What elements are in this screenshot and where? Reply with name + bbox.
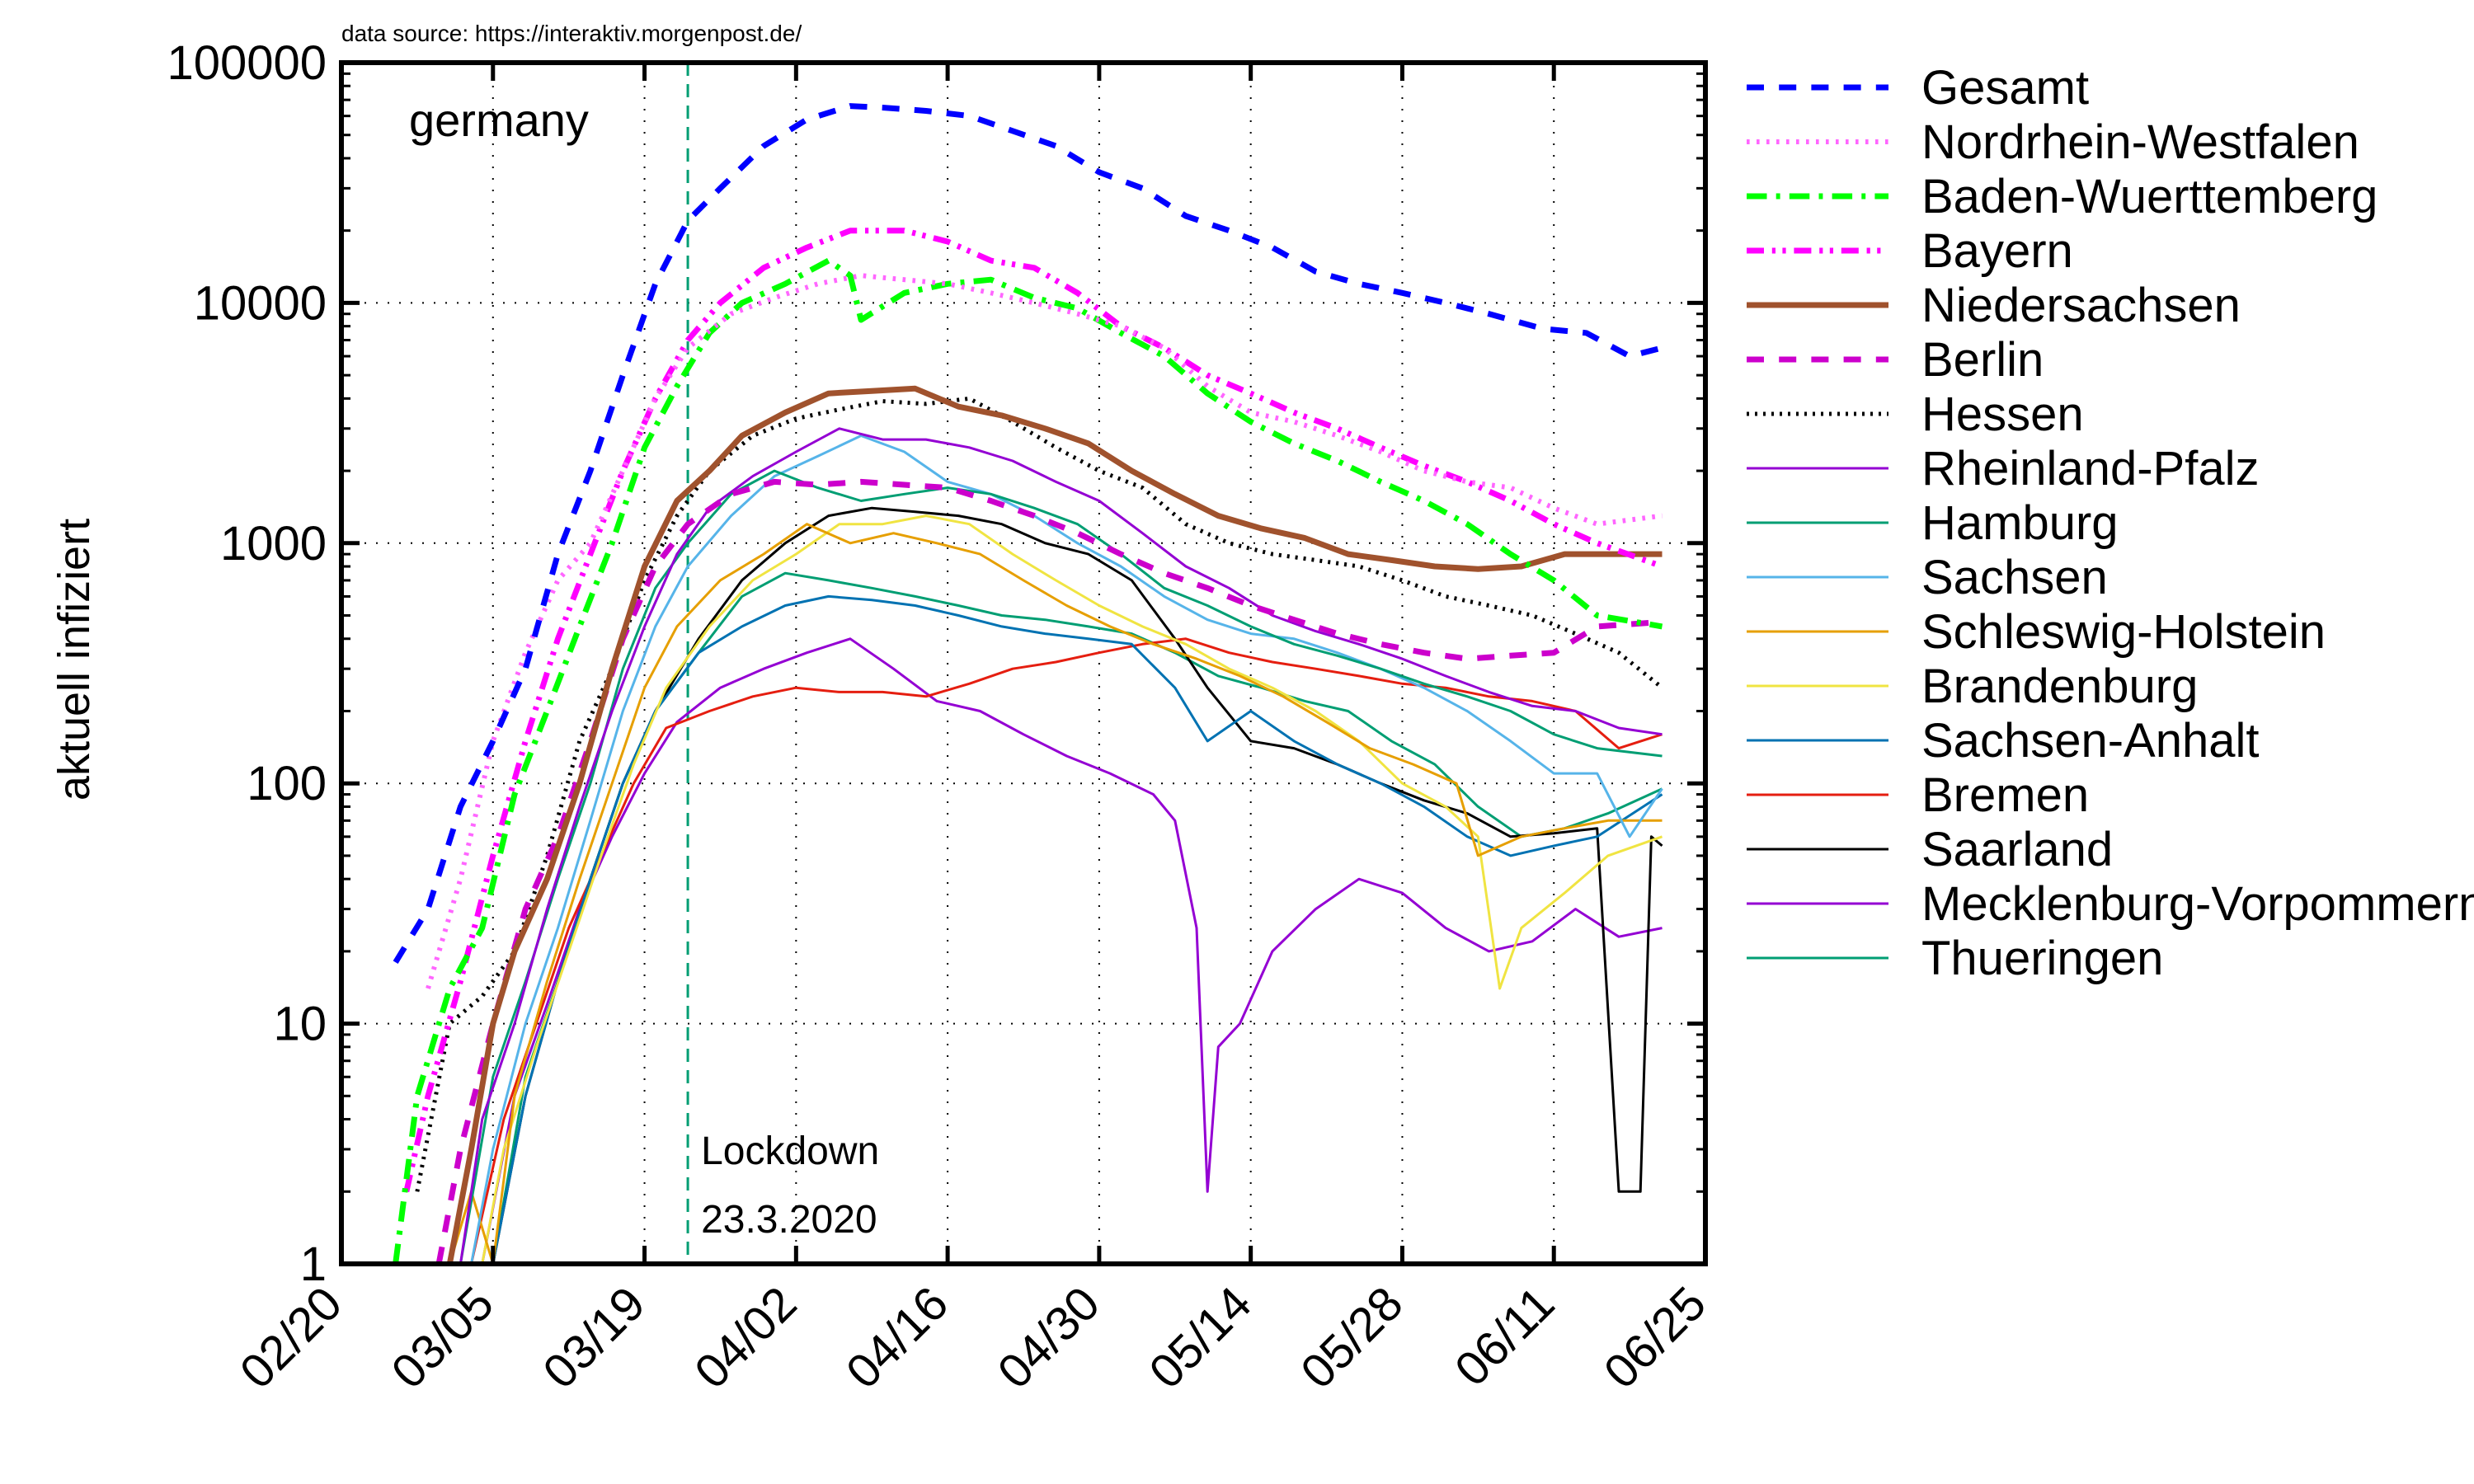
series-line-mecklenburg-vorpommern (481, 637, 1663, 1264)
series-line-berlin (435, 478, 1663, 1264)
series-line-rheinland-pfalz (459, 427, 1663, 1264)
data-source-note: data source: https://interaktiv.morgenpo… (341, 21, 802, 46)
series-line-bremen (470, 637, 1663, 1264)
region-label: germany (409, 94, 589, 146)
plot-frame (339, 60, 1708, 1266)
series-line-hamburg (459, 469, 1663, 1264)
legend-label: Gesamt (1921, 61, 2089, 115)
series-lines (393, 103, 1664, 1264)
grid (341, 63, 1705, 1264)
legend-label: Thueringen (1921, 932, 2163, 985)
series-line-bayern (403, 228, 1663, 1193)
series-line-sachsen-anhalt (492, 594, 1663, 1264)
series-line-schleswig-holstein (448, 523, 1663, 1264)
y-tick-label: 10000 (194, 276, 327, 330)
legend: GesamtNordrhein-WestfalenBaden-Wuerttemb… (1747, 61, 2474, 985)
legend-label: Sachsen (1921, 551, 2108, 604)
y-tick-label: 10 (273, 998, 327, 1051)
lockdown-annotation: Lockdown 23.3.2020 (686, 63, 879, 1264)
lockdown-label: Lockdown (701, 1129, 879, 1173)
series-line-gesamt (393, 103, 1663, 965)
y-tick-label: 1000 (220, 517, 327, 571)
legend-label: Baden-Wuerttemberg (1921, 170, 2378, 223)
series-line-brandenburg (481, 514, 1663, 1264)
legend-label: Sachsen-Anhalt (1921, 714, 2259, 768)
series-line-nordrhein-westfalen (426, 273, 1663, 989)
y-tick-label: 100000 (167, 36, 327, 90)
legend-label: Saarland (1921, 823, 2113, 876)
series-line-niedersachsen (446, 385, 1663, 1264)
legend-label: Rheinland-Pfalz (1921, 442, 2259, 495)
y-tick-label: 100 (247, 757, 327, 810)
legend-label: Hessen (1921, 387, 2084, 441)
legend-label: Berlin (1921, 333, 2044, 387)
y-tick-label: 1 (300, 1237, 327, 1291)
legend-label: Bremen (1921, 768, 2089, 822)
legend-label: Nordrhein-Westfalen (1921, 115, 2359, 169)
legend-label: Mecklenburg-Vorpommern (1921, 877, 2474, 931)
legend-label: Hamburg (1921, 496, 2119, 550)
lockdown-date-label: 23.3.2020 (701, 1198, 877, 1242)
y-axis-label: aktuell infiziert (49, 519, 99, 801)
legend-label: Bayern (1921, 224, 2073, 278)
y-axis-label-group: aktuell infiziert (49, 519, 99, 801)
legend-label: Niedersachsen (1921, 279, 2241, 332)
series-line-baden-wuerttemberg (393, 257, 1663, 1264)
legend-label: Brandenburg (1921, 660, 2198, 713)
legend-label: Schleswig-Holstein (1921, 605, 2326, 659)
